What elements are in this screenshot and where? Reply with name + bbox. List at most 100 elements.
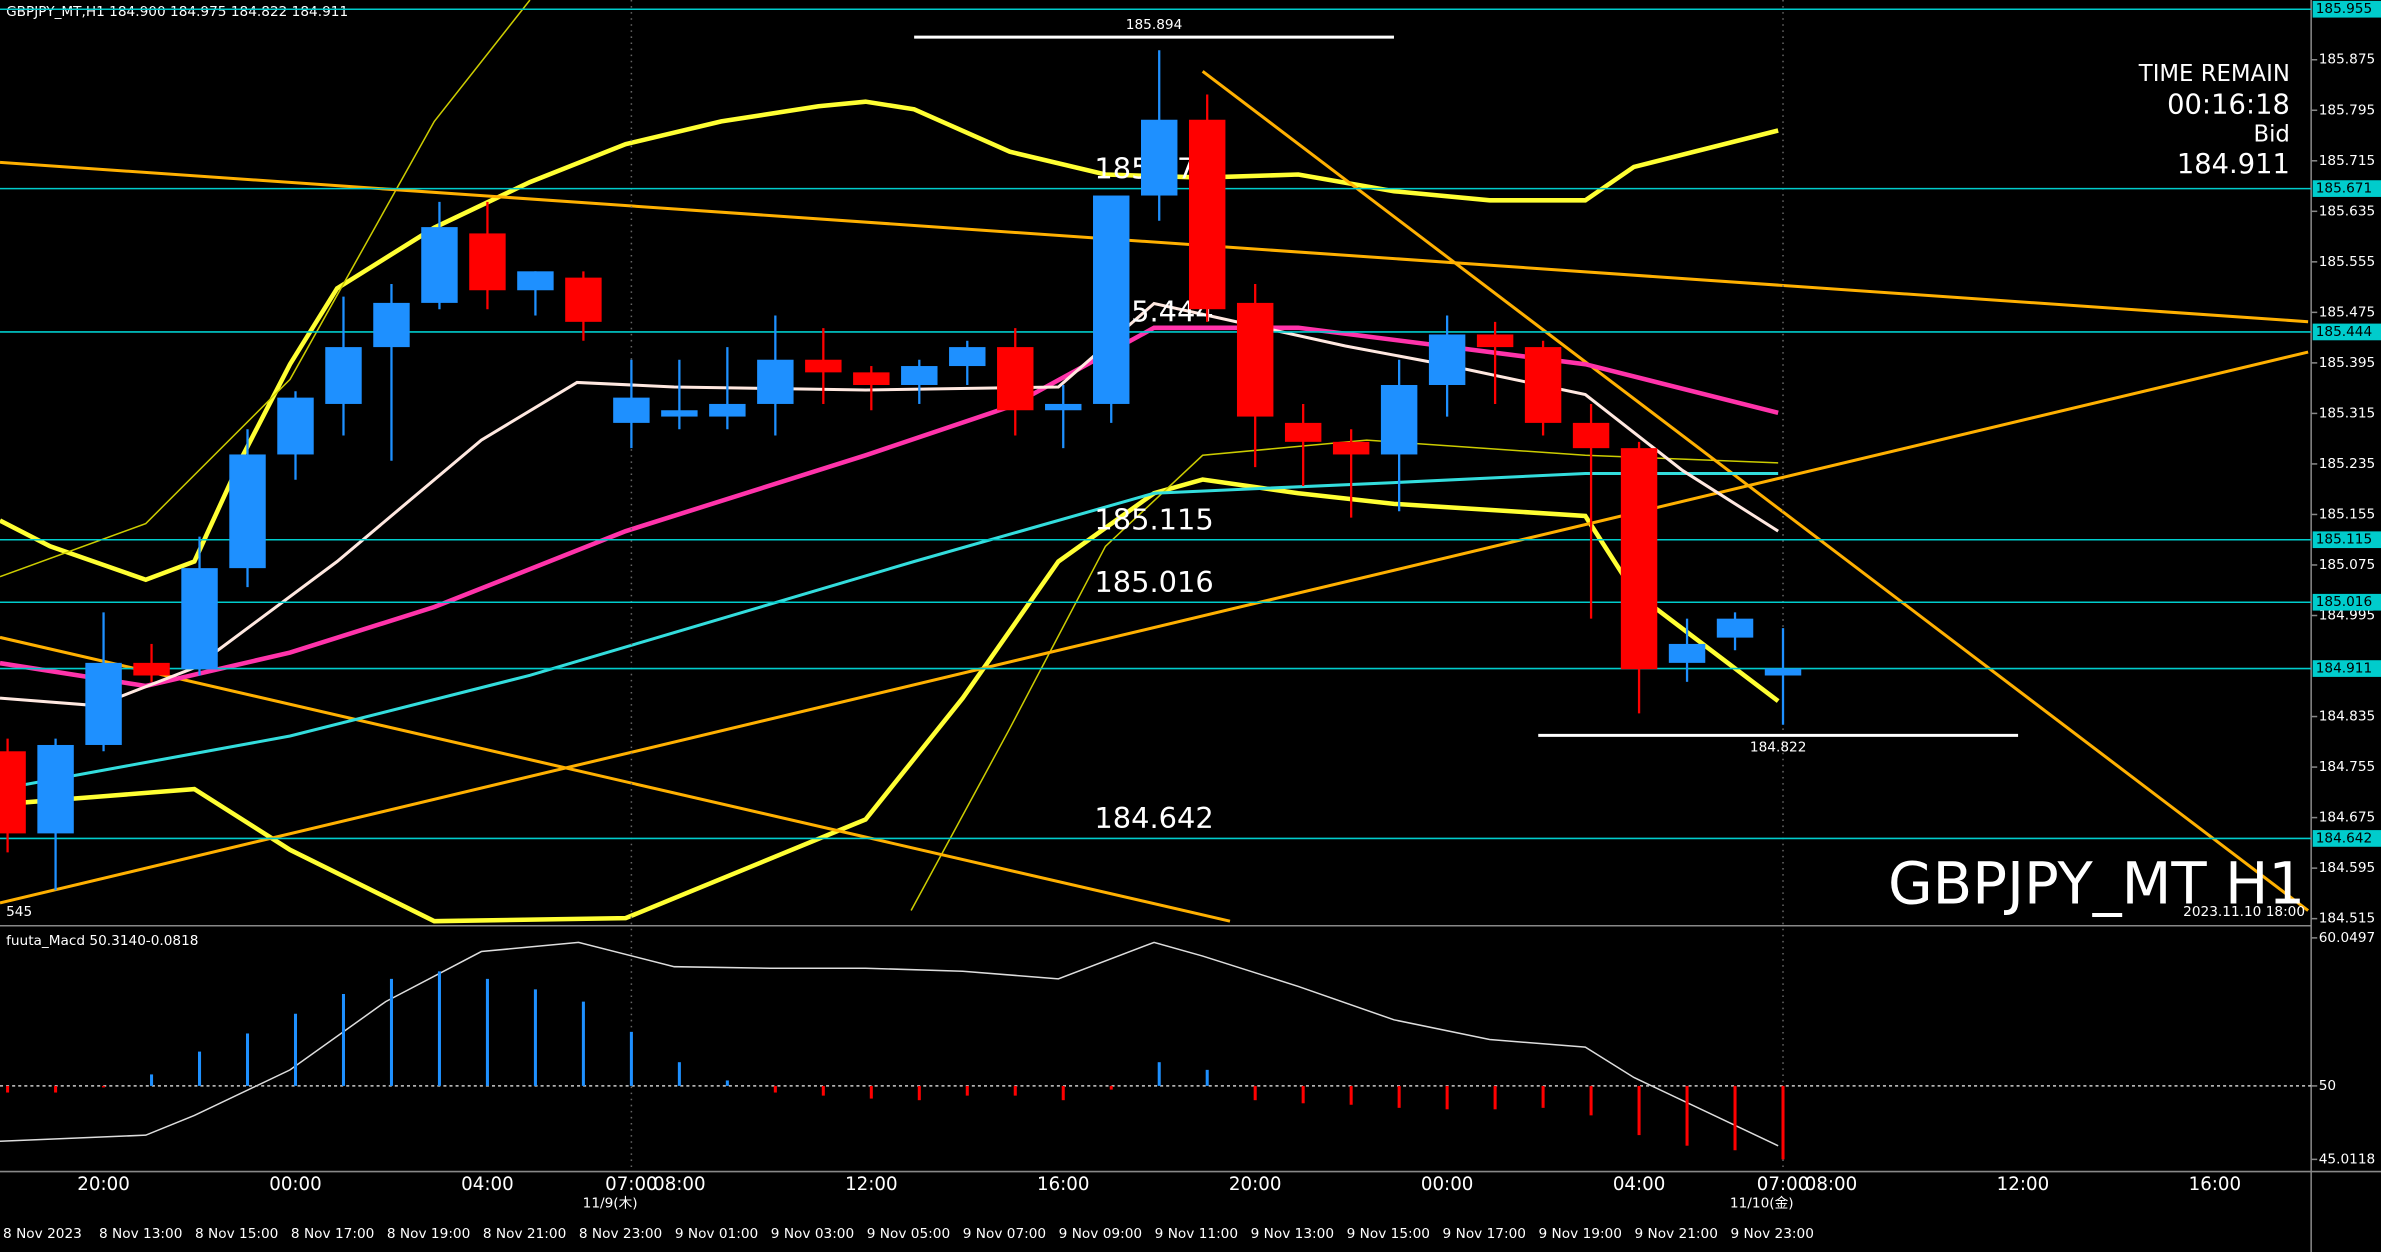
level-label: 185.115: [1094, 503, 1213, 537]
trend-line: [0, 350, 2309, 905]
candle-body: [1716, 618, 1754, 638]
candle-body: [613, 397, 650, 423]
candle-body: [469, 233, 506, 291]
candle-body: [229, 454, 266, 569]
y-tick-label: 185.555: [2319, 254, 2376, 270]
candle-body: [421, 227, 458, 303]
indicator-lines: [0, 0, 2310, 1147]
candle-body: [1620, 448, 1658, 670]
y-tick-label: 184.595: [2319, 860, 2376, 876]
level-tag-label: 185.016: [2316, 594, 2373, 610]
server-categories-label: 8 Nov 13:00: [99, 1226, 182, 1242]
level-tag: [2312, 593, 2381, 611]
bid: 184.911: [2177, 149, 2290, 180]
watermark-time: 2023.11.10 18:00: [2183, 904, 2305, 920]
candle-body: [1668, 643, 1706, 663]
y-tick-label: 185.075: [2319, 557, 2376, 573]
server-categories-label: 9 Nov 17:00: [1443, 1226, 1526, 1242]
date-categories-label: 11/9(木): [583, 1195, 638, 1211]
macd-y-tick-label: 45.0118: [2319, 1151, 2376, 1167]
level-tag: [2312, 660, 2381, 677]
candle-body: [853, 372, 890, 385]
server-categories-label: 8 Nov 19:00: [387, 1226, 470, 1242]
categories-label: 04:00: [461, 1174, 513, 1195]
candle-body: [37, 744, 74, 834]
candle-body: [1140, 119, 1178, 196]
server-categories-label: 9 Nov 21:00: [1635, 1226, 1718, 1242]
level-tag-label: 185.955: [2316, 1, 2373, 17]
low-marker-label: 184.822: [1750, 740, 1807, 756]
categories-label: 08:00: [1805, 1174, 1857, 1195]
candle-body: [1188, 119, 1226, 310]
level-label: 185.016: [1094, 565, 1213, 599]
server-categories-label: 8 Nov 2023: [3, 1226, 82, 1242]
time-remain-title: TIME REMAIN: [2138, 61, 2290, 87]
server-categories-label: 9 Nov 09:00: [1059, 1226, 1142, 1242]
server-categories-label: 9 Nov 13:00: [1251, 1226, 1334, 1242]
y-tick-label: 185.795: [2319, 102, 2376, 118]
categories-label: 00:00: [1421, 1174, 1473, 1195]
candle-body: [997, 347, 1034, 411]
macd-title: fuuta_Macd 50.3140: [6, 933, 146, 949]
server-categories-label: 8 Nov 17:00: [291, 1226, 374, 1242]
trend-line: [1201, 70, 2310, 912]
band-thin: [910, 439, 1779, 911]
level-tag: [2312, 830, 2381, 847]
y-tick-label: 185.475: [2319, 304, 2376, 320]
categories-label: 04:00: [1613, 1174, 1665, 1195]
y-tick-label: 185.875: [2319, 52, 2376, 68]
ma-line: [0, 325, 1779, 689]
level-tag: [2312, 0, 2381, 18]
trend-line: [0, 635, 1231, 923]
categories-label: 12:00: [1997, 1174, 2049, 1195]
categories-label: 12:00: [845, 1174, 897, 1195]
bid-title: Bid: [2253, 122, 2289, 148]
candle-body: [181, 568, 218, 670]
y-tick-label: 185.715: [2319, 153, 2376, 169]
level-label: 184.642: [1094, 801, 1213, 835]
time-remain: 00:16:18: [2167, 90, 2290, 121]
high-marker-label: 185.894: [1126, 17, 1183, 33]
level-tag-label: 184.911: [2316, 661, 2373, 677]
candle-body: [565, 277, 602, 322]
categories-label: 08:00: [653, 1174, 705, 1195]
server-categories-label: 8 Nov 21:00: [483, 1226, 566, 1242]
server-categories-label: 9 Nov 15:00: [1347, 1226, 1430, 1242]
y-tick-label: 185.235: [2319, 456, 2376, 472]
server-categories-label: 9 Nov 19:00: [1539, 1226, 1622, 1242]
server-categories-label: 8 Nov 15:00: [195, 1226, 278, 1242]
server-categories-label: 9 Nov 11:00: [1155, 1226, 1238, 1242]
y-tick-label: 185.315: [2319, 405, 2376, 421]
candle-body: [757, 359, 794, 404]
candle-body: [325, 347, 362, 404]
candle-body: [1764, 668, 1802, 676]
candle-body: [0, 751, 26, 834]
y-tick-label: 184.835: [2319, 709, 2376, 725]
candle-body: [1236, 302, 1274, 417]
server-categories-label: 9 Nov 07:00: [963, 1226, 1046, 1242]
y-tick-label: 184.515: [2319, 911, 2376, 927]
level-tag-label: 185.115: [2316, 532, 2373, 548]
categories-label: 16:00: [1037, 1174, 1089, 1195]
candle-body: [901, 366, 938, 385]
candle-body: [1428, 334, 1466, 385]
chart-title: GBPJPY_MT,H1 184.900 184.975 184.822 184…: [6, 4, 348, 20]
categories-label: 20:00: [77, 1174, 129, 1195]
y-tick-label: 184.995: [2319, 608, 2376, 624]
y-tick-label: 184.675: [2319, 810, 2376, 826]
macd-y-tick-label: 50: [2319, 1078, 2336, 1094]
candle-body: [1380, 384, 1418, 455]
candle-body: [517, 271, 554, 291]
candle-body: [1332, 441, 1370, 455]
server-categories-label: 8 Nov 23:00: [579, 1226, 662, 1242]
macd-delta: -0.0818: [146, 933, 199, 949]
macd-signal: [0, 941, 1779, 1147]
server-categories-label: 9 Nov 03:00: [771, 1226, 854, 1242]
y-tick-label: 185.155: [2319, 506, 2376, 522]
y-tick-label: 185.395: [2319, 355, 2376, 371]
y-tick-label: 185.635: [2319, 203, 2376, 219]
candle-body: [1093, 195, 1130, 404]
candle-body: [373, 302, 410, 348]
